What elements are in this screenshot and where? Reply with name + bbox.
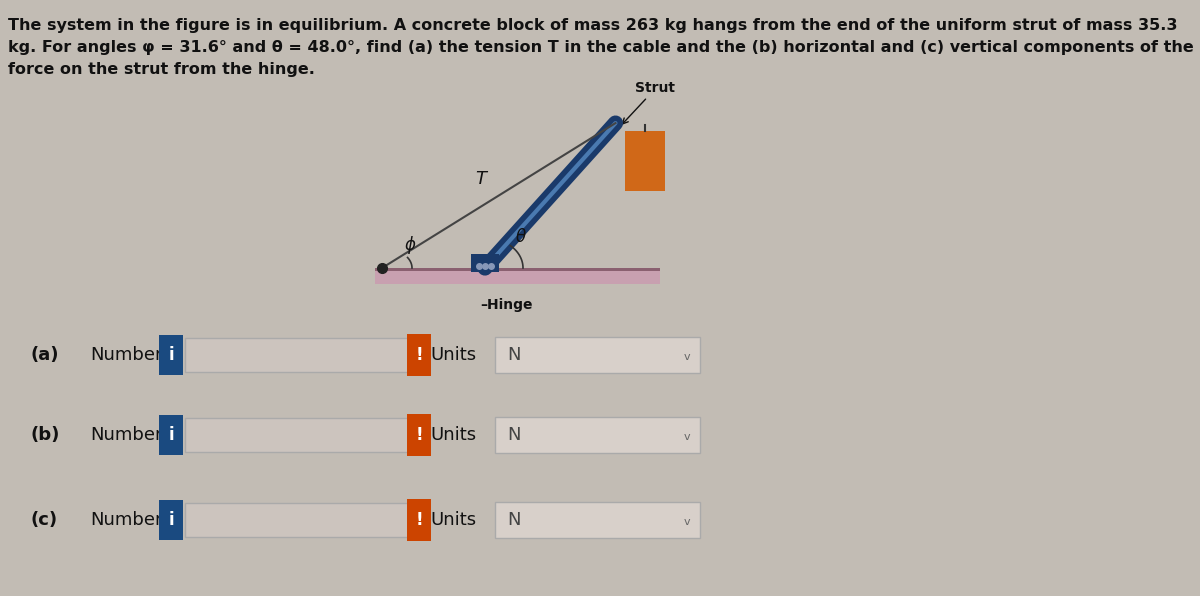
Text: $\phi$: $\phi$ bbox=[404, 234, 416, 256]
Text: !: ! bbox=[415, 511, 422, 529]
Text: $\theta$: $\theta$ bbox=[515, 228, 527, 246]
Text: Number: Number bbox=[90, 346, 162, 364]
Text: (c): (c) bbox=[30, 511, 58, 529]
Text: Strut: Strut bbox=[636, 81, 676, 95]
FancyBboxPatch shape bbox=[158, 500, 182, 540]
Text: Number: Number bbox=[90, 511, 162, 529]
Text: !: ! bbox=[415, 426, 422, 444]
Text: N: N bbox=[508, 346, 521, 364]
Text: v: v bbox=[683, 432, 690, 442]
Text: force on the strut from the hinge.: force on the strut from the hinge. bbox=[8, 62, 314, 77]
FancyBboxPatch shape bbox=[496, 502, 700, 538]
Text: (a): (a) bbox=[30, 346, 59, 364]
FancyBboxPatch shape bbox=[374, 268, 660, 271]
FancyBboxPatch shape bbox=[158, 415, 182, 455]
Text: N: N bbox=[508, 511, 521, 529]
FancyBboxPatch shape bbox=[185, 503, 410, 537]
FancyBboxPatch shape bbox=[185, 338, 410, 372]
Text: –Hinge: –Hinge bbox=[480, 298, 533, 312]
FancyBboxPatch shape bbox=[407, 334, 431, 376]
Text: kg. For angles φ = 31.6° and θ = 48.0°, find (a) the tension T in the cable and : kg. For angles φ = 31.6° and θ = 48.0°, … bbox=[8, 40, 1194, 55]
FancyBboxPatch shape bbox=[407, 499, 431, 541]
FancyBboxPatch shape bbox=[158, 335, 182, 375]
Text: i: i bbox=[168, 346, 174, 364]
Text: v: v bbox=[683, 517, 690, 527]
Text: Units: Units bbox=[430, 346, 476, 364]
Text: Number: Number bbox=[90, 426, 162, 444]
Text: Units: Units bbox=[430, 511, 476, 529]
Text: !: ! bbox=[415, 346, 422, 364]
FancyBboxPatch shape bbox=[470, 254, 499, 272]
FancyBboxPatch shape bbox=[407, 414, 431, 456]
FancyBboxPatch shape bbox=[374, 268, 660, 284]
FancyBboxPatch shape bbox=[496, 337, 700, 373]
FancyBboxPatch shape bbox=[185, 418, 410, 452]
Text: T: T bbox=[475, 169, 486, 188]
Text: v: v bbox=[683, 352, 690, 362]
Text: i: i bbox=[168, 511, 174, 529]
Text: The system in the figure is in equilibrium. A concrete block of mass 263 kg hang: The system in the figure is in equilibri… bbox=[8, 18, 1177, 33]
FancyBboxPatch shape bbox=[496, 417, 700, 453]
FancyBboxPatch shape bbox=[625, 131, 666, 191]
Text: i: i bbox=[168, 426, 174, 444]
Text: (b): (b) bbox=[30, 426, 59, 444]
Text: N: N bbox=[508, 426, 521, 444]
Text: Units: Units bbox=[430, 426, 476, 444]
